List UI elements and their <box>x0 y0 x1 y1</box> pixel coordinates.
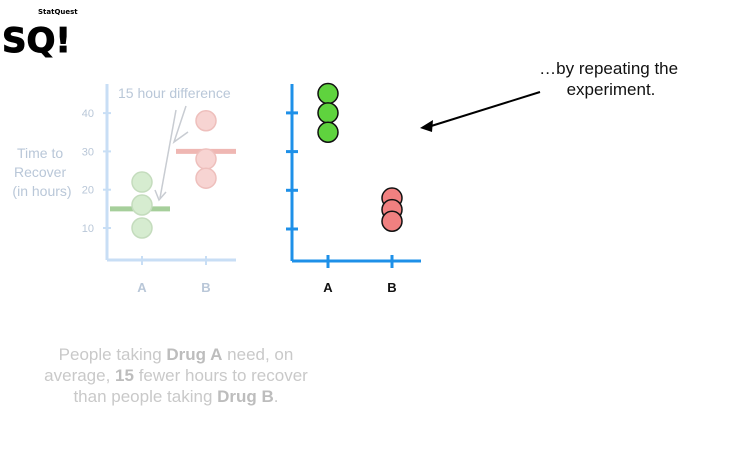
faded-y-tick-label: 40 <box>82 108 94 120</box>
faded-point-a <box>131 194 153 216</box>
note-arrowhead <box>420 120 433 132</box>
note-line-2: experiment. <box>567 80 656 99</box>
logo-small: StatQuest <box>38 8 78 16</box>
faded-point-b <box>195 167 217 189</box>
point-drug-a <box>317 82 339 105</box>
point-drug-a <box>317 121 339 143</box>
category-label: A <box>323 280 333 295</box>
note-line-1: …by repeating the <box>539 59 678 78</box>
conclusion-part-1: People taking <box>58 345 167 364</box>
faded-point-b <box>195 110 217 132</box>
drug-b-bold: Drug B <box>217 387 274 406</box>
point-drug-a <box>317 102 339 124</box>
faded-point-a <box>131 217 153 239</box>
conclusion-text: People taking Drug A need, on average, 1… <box>40 344 312 407</box>
annotation-arrow-to-a <box>159 109 177 199</box>
faded-y-axis-label: Time to Recover (in hours) <box>12 145 71 199</box>
faded-point-a <box>131 171 153 193</box>
conclusion-part-2: need, on average, <box>44 345 294 385</box>
fifteen-bold: 15 <box>115 366 134 385</box>
drug-a-bold: Drug A <box>166 345 223 364</box>
faded-category-label: B <box>201 280 210 295</box>
point-drug-b <box>381 210 403 233</box>
logo-main: SQ! <box>2 21 71 61</box>
faded-y-tick-label: 30 <box>82 146 94 158</box>
repeat-experiment-note: …by repeating the experiment. <box>420 59 683 132</box>
ylabel-line-2: Recover <box>14 164 66 180</box>
ylabel-line-1: Time to <box>17 145 63 161</box>
faded-previous-plot: 10 20 30 40 A B Time to Recover (in hours) 1… <box>12 84 236 295</box>
category-label: B <box>387 280 396 295</box>
annotation-arrow-to-b <box>172 105 189 144</box>
conclusion-part-4: . <box>273 387 279 406</box>
faded-y-tick-label: 10 <box>82 223 94 235</box>
faded-category-label: A <box>137 280 147 295</box>
difference-annotation: 15 hour difference <box>118 85 231 101</box>
conclusion-part-3: fewer hours to recover than people takin… <box>73 366 308 406</box>
faded-point-b <box>195 148 217 170</box>
note-text: …by repeating the experiment. <box>539 59 683 99</box>
statquest-logo: SQ! StatQuest <box>2 8 79 62</box>
faded-y-tick-label: 20 <box>82 185 94 197</box>
annotation-arrowhead <box>154 189 167 202</box>
ylabel-line-3: (in hours) <box>12 183 71 199</box>
note-arrow-line <box>427 91 541 128</box>
